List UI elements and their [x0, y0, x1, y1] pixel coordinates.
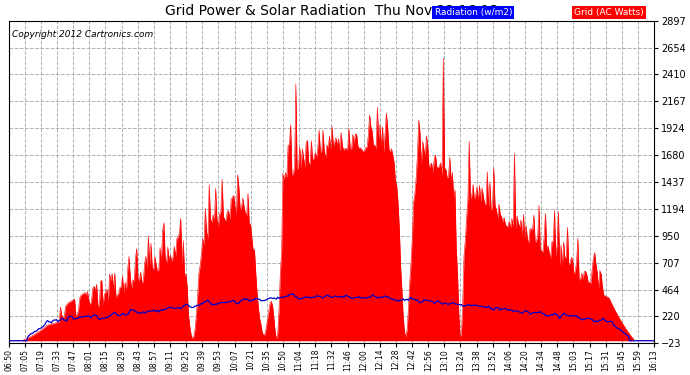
Text: Copyright 2012 Cartronics.com: Copyright 2012 Cartronics.com: [12, 30, 153, 39]
Title: Grid Power & Solar Radiation  Thu Nov 22 16:13: Grid Power & Solar Radiation Thu Nov 22 …: [165, 4, 498, 18]
Text: Grid (AC Watts): Grid (AC Watts): [574, 8, 644, 17]
Text: Radiation (w/m2): Radiation (w/m2): [435, 8, 512, 17]
